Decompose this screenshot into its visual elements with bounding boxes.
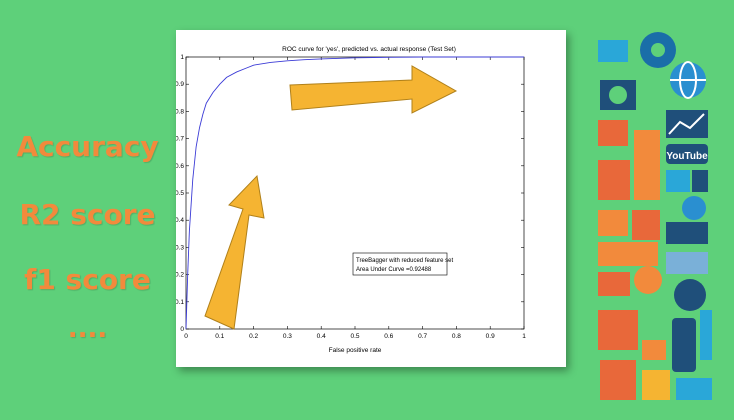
roc-chart-card: ROC curve for 'yes', predicted vs. actua…: [176, 30, 566, 367]
globe-icon: [670, 61, 706, 99]
y-tick-label: 0.3: [176, 244, 184, 251]
x-tick-label: 0.6: [384, 333, 393, 340]
legend-box: [352, 252, 448, 276]
icon-collage: YouTube: [598, 32, 712, 400]
fast-forward-icon: [666, 170, 690, 192]
gear-icon: [640, 32, 676, 68]
y-tick-label: 0.8: [176, 108, 184, 115]
roc-curve-line: [185, 56, 524, 330]
chat-icon: [642, 340, 666, 360]
metric-f1-score: f1 score: [24, 263, 151, 296]
x-tick-label: 0.9: [486, 333, 495, 340]
x-tick-label: 0.3: [283, 333, 292, 340]
coffee-icon: [676, 378, 712, 400]
cup-icon: [642, 370, 670, 400]
x-tick-label: 0.1: [215, 333, 224, 340]
y-tick-label: 0.4: [176, 217, 184, 224]
puzzle-icon: [600, 360, 636, 400]
y-tick-label: 0.6: [176, 163, 184, 170]
hourglass-icon: [692, 170, 708, 192]
y-tick-label: 0.7: [176, 136, 184, 143]
metric-r2-score: R2 score: [19, 198, 156, 231]
list-icon: [666, 222, 708, 244]
x-tick-label: 0.7: [418, 333, 427, 340]
axis-ticks: 0 0.1 0.2 0.3 0.4 0.5 0.6 0.7 0.8 0.9 1 0 0.1 0.2 0.3 0…: [176, 54, 526, 340]
legend-series-label: TreeBagger with reduced feature set: [356, 258, 453, 264]
keyboard-icon: [598, 242, 658, 266]
y-tick-label: 0.2: [176, 272, 184, 279]
document-icon: [634, 130, 660, 200]
x-tick-label: 0: [184, 333, 188, 340]
currency-icon: [632, 210, 660, 240]
y-tick-label: 0.9: [176, 81, 184, 88]
youtube-label: YouTube: [666, 151, 708, 162]
mobile-icon: [598, 210, 628, 236]
easel-icon: [598, 160, 630, 200]
x-tick-label: 0.8: [452, 333, 461, 340]
pie-chart-icon: [674, 279, 706, 311]
lightbulb-icon: [634, 266, 662, 294]
chart-growth-icon: [666, 110, 708, 138]
social-icon: [666, 252, 708, 274]
monitor-icon: [598, 40, 628, 62]
metric-ellipsis: ....: [67, 314, 108, 344]
chart-title: ROC curve for 'yes', predicted vs. actua…: [282, 46, 456, 53]
video-icon: [666, 144, 708, 164]
plot-frame: [185, 56, 525, 330]
paperclip-icon: [700, 310, 712, 360]
y-tick-label: 0.5: [176, 190, 184, 197]
x-axis-label: False positive rate: [329, 347, 382, 354]
y-tick-label: 0.1: [176, 299, 184, 306]
phone-icon: [672, 318, 696, 372]
x-tick-label: 0.5: [350, 333, 359, 340]
x-tick-label: 1: [522, 333, 526, 340]
chart-icon: [598, 120, 628, 146]
x-tick-label: 0.2: [249, 333, 258, 340]
legend-auc-label: Area Under Curve =0.92488: [356, 267, 432, 273]
x-tick-label: 0.4: [317, 333, 326, 340]
y-tick-label: 1: [180, 54, 184, 61]
metric-accuracy: Accuracy: [16, 130, 159, 163]
roc-chart: ROC curve for 'yes', predicted vs. actua…: [176, 46, 526, 354]
cursor-icon: [598, 310, 638, 350]
y-tick-label: 0: [180, 326, 184, 333]
skype-icon: [682, 196, 706, 220]
fast-forward-icon-2: [598, 272, 630, 296]
